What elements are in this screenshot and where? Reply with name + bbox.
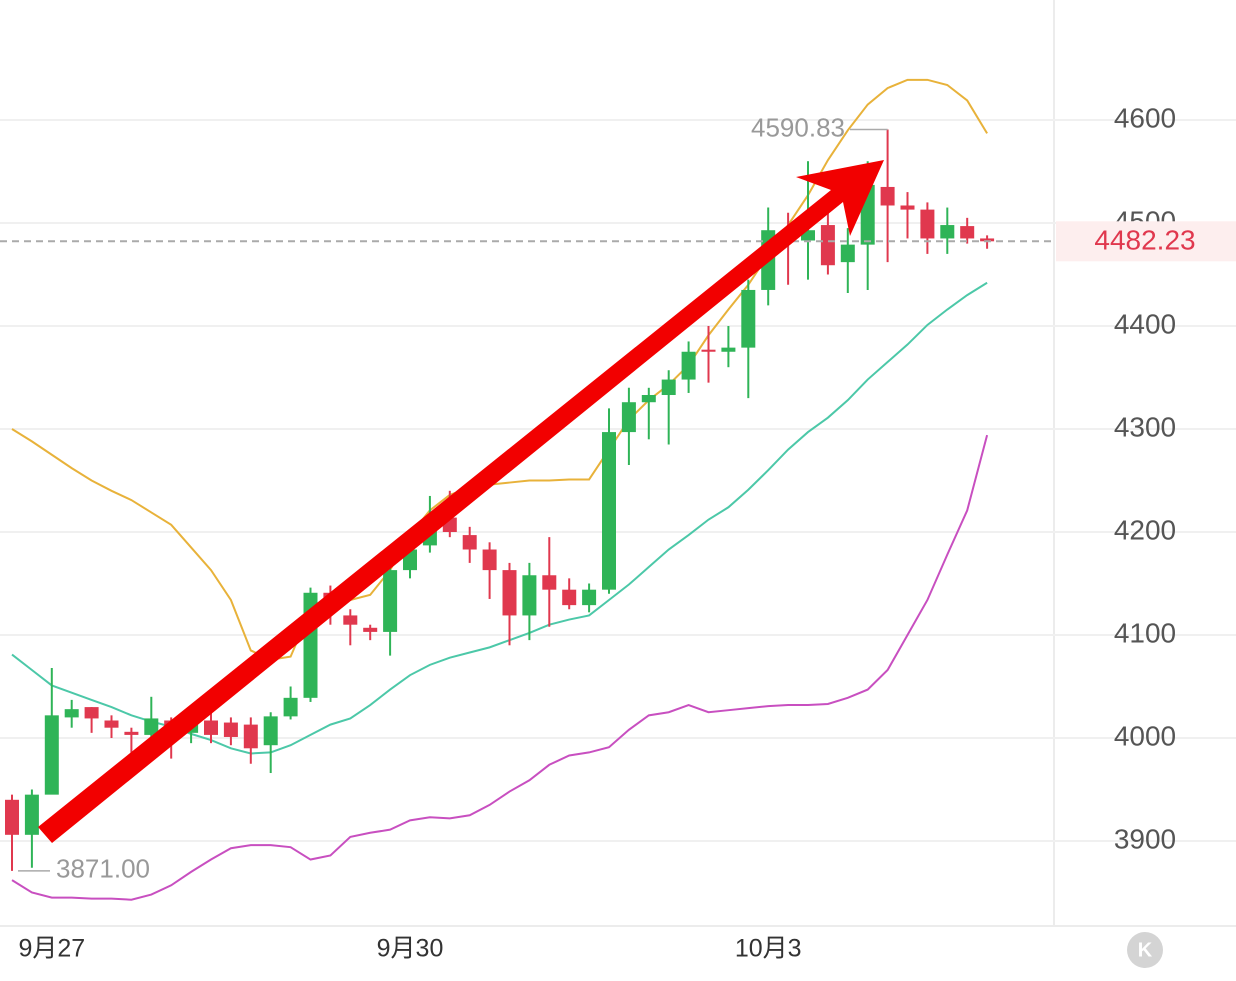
candle-body	[104, 720, 119, 728]
candle-body	[44, 715, 59, 795]
candle-body	[920, 209, 935, 239]
candle-body	[960, 226, 975, 239]
candle-body	[343, 615, 358, 625]
candle-body	[681, 351, 696, 380]
band-line	[11, 434, 989, 901]
candle-body	[542, 575, 557, 590]
trend-arrow	[38, 160, 884, 843]
y-tick-label: 4000	[1114, 720, 1176, 751]
x-tick-label: 9月30	[377, 935, 444, 963]
candle-body	[661, 379, 676, 396]
candle-body	[5, 799, 19, 835]
candle-body	[363, 627, 378, 632]
candle-body	[283, 697, 298, 717]
candle-body	[562, 589, 577, 606]
candle-body	[900, 205, 915, 210]
candle-body	[24, 794, 39, 835]
high-label: 4590.83	[751, 112, 845, 142]
candle-body	[64, 709, 79, 718]
candle-body	[820, 225, 835, 266]
y-tick-label: 4200	[1114, 514, 1176, 545]
candle-body	[223, 722, 238, 737]
candle-body	[84, 707, 99, 719]
y-tick-label: 4100	[1114, 617, 1176, 648]
y-tick-label: 4300	[1114, 411, 1176, 442]
reset-button[interactable]	[1127, 932, 1163, 968]
candle-body	[582, 589, 597, 606]
candle-body	[940, 225, 955, 239]
candle-body	[383, 570, 398, 632]
y-tick-label: 4600	[1114, 102, 1176, 133]
last-price-label: 4482.23	[1094, 225, 1195, 256]
candle-body	[243, 724, 258, 749]
candle-body	[462, 535, 477, 550]
candle-body	[621, 402, 636, 433]
candle-body	[204, 720, 218, 735]
candle-body	[741, 289, 756, 348]
low-label: 3871.00	[56, 854, 150, 884]
candle-body	[641, 395, 656, 403]
x-tick-label: 10月3	[735, 935, 802, 963]
candle-body	[263, 716, 278, 746]
y-tick-label: 4400	[1114, 308, 1176, 339]
candle-body	[840, 244, 855, 263]
candle-body	[144, 718, 159, 735]
candle-body	[880, 186, 895, 206]
candle-body	[124, 731, 139, 735]
candle-body	[721, 347, 736, 352]
band-line	[11, 78, 988, 661]
y-tick-label: 3900	[1114, 823, 1176, 854]
candle-body	[502, 570, 517, 616]
candle-body	[522, 575, 537, 616]
reset-button-label[interactable]: K	[1138, 939, 1153, 961]
candle-body	[482, 549, 497, 571]
candle-body	[801, 230, 815, 241]
candle-body	[701, 349, 716, 352]
candle-body	[980, 238, 995, 242]
last-price-box	[1056, 221, 1236, 262]
x-tick-label: 9月27	[18, 935, 85, 963]
candle-body	[602, 432, 616, 590]
